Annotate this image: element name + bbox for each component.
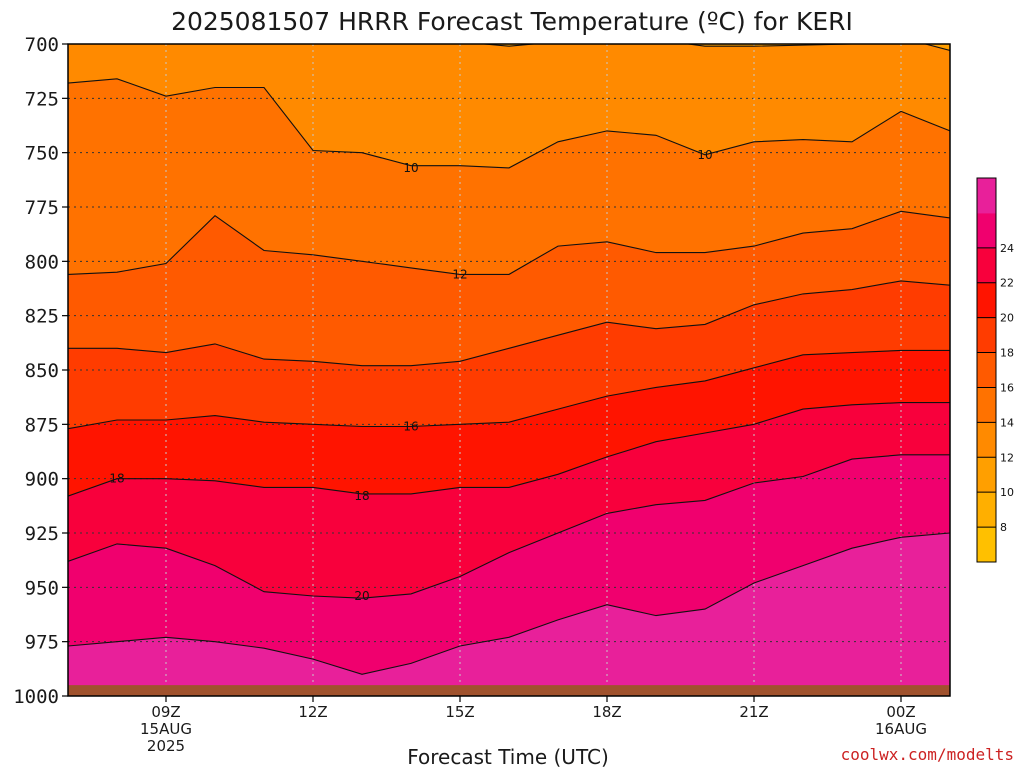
colorbar-tick-label: 22 (1000, 277, 1014, 290)
colorbar-legend: 8 10 12 14 16 18 20 22 24 (976, 177, 1014, 563)
x-tick-label: 12Z (298, 703, 327, 721)
colorbar-tick-label: 24 (1000, 242, 1014, 255)
y-tick-label: 850 (25, 360, 59, 382)
y-tick-label: 925 (25, 523, 59, 545)
y-tick-label: 825 (25, 306, 59, 328)
y-tick-label: 800 (25, 251, 59, 273)
colorbar-segment (977, 352, 996, 388)
contour-label: 16 (403, 420, 418, 434)
colorbar-segment (977, 422, 996, 458)
colorbar-segment (977, 212, 996, 249)
x-tick-label: 16AUG (875, 720, 927, 738)
y-tick-label: 900 (25, 469, 59, 491)
contour-label: 10 (403, 161, 418, 175)
x-axis-label: Forecast Time (UTC) (407, 745, 609, 768)
colorbar-segment (977, 457, 996, 493)
credit-text: coolwx.com/modelts (841, 745, 1014, 764)
colorbar-segment (977, 317, 996, 354)
x-tick-label: 15AUG (140, 720, 192, 738)
y-tick-label: 950 (25, 577, 59, 599)
isotherm-14C (68, 280, 950, 367)
y-tick-label: 700 (25, 34, 59, 56)
isotherm-16C (68, 349, 950, 430)
terrain-ground (68, 685, 950, 696)
colorbar-segment (977, 492, 996, 528)
isotherm-22C (68, 532, 950, 675)
colorbar-segment (977, 282, 996, 319)
isotherm-lines (68, 44, 950, 675)
y-tick-label: 750 (25, 143, 59, 165)
y-tick-label: 1000 (13, 686, 59, 708)
isotherm-12C (68, 210, 950, 275)
colorbar-tick-label: 14 (1000, 416, 1014, 429)
colorbar-tick-label: 10 (1000, 486, 1014, 499)
colorbar-tick-label: 16 (1000, 381, 1014, 394)
isotherm-fill-layer (68, 44, 950, 696)
isotherm-20C (68, 454, 950, 599)
grid-lines (68, 44, 950, 696)
contour-label: 18 (109, 472, 124, 486)
contour-label: 18 (354, 489, 369, 503)
y-axis: 700 725 750 775 800 825 850 875 900 925 950 975 1000 (13, 34, 68, 708)
y-tick-label: 775 (25, 197, 59, 219)
contour-label: 10 (697, 148, 712, 162)
x-tick-label: 00Z (886, 703, 915, 721)
colorbar-tick-label: 18 (1000, 347, 1014, 360)
x-tick-label: 21Z (739, 703, 768, 721)
colorbar-segment (977, 387, 996, 423)
y-tick-label: 975 (25, 632, 59, 654)
y-tick-label: 875 (25, 414, 59, 436)
colorbar-tick-label: 8 (1000, 521, 1007, 534)
isotherm-10C (68, 78, 950, 169)
x-tick-label: 2025 (147, 737, 185, 755)
colorbar-tick-label: 20 (1000, 312, 1014, 325)
colorbar-segment (977, 527, 996, 563)
band-above-22C (68, 533, 950, 696)
colorbar-segment (977, 247, 996, 284)
isotherm-18C (68, 402, 950, 497)
colorbar-frame (976, 177, 997, 563)
contour-label: 12 (452, 267, 467, 281)
terrain-layer (68, 685, 950, 696)
x-tick-label: 18Z (592, 703, 621, 721)
contour-labels: 10 10 12 16 18 18 20 (109, 148, 712, 603)
chart-title: 2025081507 HRRR Forecast Temperature (ºC… (171, 7, 853, 36)
x-tick-label: 09Z (151, 703, 180, 721)
colorbar-tick-label: 12 (1000, 451, 1014, 464)
x-tick-label: 15Z (445, 703, 474, 721)
y-tick-label: 725 (25, 88, 59, 110)
colorbar-segment (977, 178, 996, 214)
contour-label: 20 (354, 589, 369, 603)
